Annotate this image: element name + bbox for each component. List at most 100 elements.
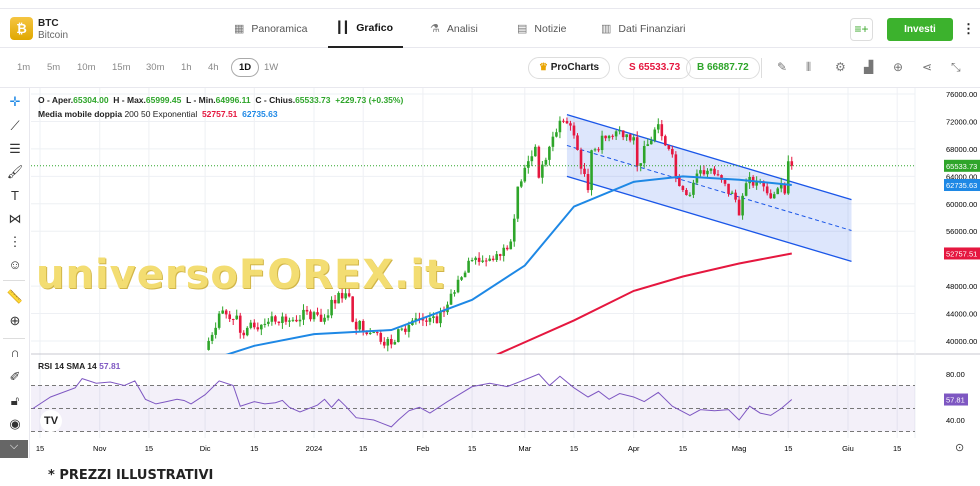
candle-body — [730, 192, 734, 194]
candle-body — [207, 340, 210, 350]
eye-icon[interactable]: ◉ — [9, 416, 21, 431]
candle-body — [611, 135, 614, 137]
draw-pencil-icon[interactable]: ✎ — [777, 60, 788, 74]
add-to-watchlist-button[interactable]: ≡+ — [850, 18, 873, 41]
buy-price-button[interactable]: B 66887.72 — [686, 57, 760, 79]
x-tick-label: Apr — [628, 444, 640, 453]
unlock-icon[interactable]: 🔓︎ — [10, 393, 20, 408]
candle-body — [319, 314, 323, 322]
candle-body — [576, 135, 579, 150]
timeframe-4h[interactable]: 4h — [208, 62, 219, 73]
candle-body — [358, 320, 361, 330]
divider — [3, 280, 25, 281]
ema200-price-label: 52757.51 — [946, 249, 977, 258]
horizontal-lines-icon[interactable]: ☰ — [9, 141, 21, 156]
zoom-in-icon[interactable]: ⊕ — [9, 313, 21, 328]
more-menu-icon[interactable]: ⋮ — [962, 21, 975, 36]
timeframe-10m[interactable]: 10m — [77, 62, 96, 73]
procharts-button[interactable]: ♛ ProCharts — [528, 57, 611, 79]
candle-body — [397, 329, 400, 343]
timeframe-1W[interactable]: 1W — [264, 62, 279, 73]
candle-body — [252, 322, 256, 328]
candle-body — [523, 167, 527, 182]
crosshair-icon[interactable]: ✛ — [9, 94, 21, 109]
invest-button[interactable]: Investi — [887, 18, 953, 41]
lock-drawing-icon[interactable]: ✐ — [9, 369, 21, 384]
expand-down-icon[interactable]: ⌵ — [0, 440, 28, 458]
ma50-value: 62735.63 — [242, 109, 278, 119]
tab-grafico[interactable]: ┃┃ Grafico — [328, 9, 403, 48]
candle-body — [344, 293, 347, 299]
candle-body — [375, 332, 379, 334]
candle-body — [421, 319, 425, 321]
candle-body — [527, 161, 530, 168]
candle-body — [519, 181, 523, 187]
candle-body — [667, 145, 671, 149]
change-value: +229.73 (+0.35%) — [335, 95, 404, 105]
add-circle-icon[interactable]: ⊕ — [893, 60, 904, 74]
candle-body — [235, 315, 239, 320]
tab-notizie[interactable]: ▤ Notizie — [509, 9, 575, 48]
projection-icon[interactable]: ⋮ — [8, 234, 22, 249]
timeframe-1m[interactable]: 1m — [17, 62, 31, 73]
rsi-value: 57.81 — [99, 361, 121, 371]
price-tick-label: 64000.00 — [946, 172, 977, 181]
collapse-icon[interactable]: ⤡ — [951, 60, 961, 74]
trend-line-icon[interactable]: ⟋ — [10, 118, 20, 133]
drawing-tools-sidebar: ✛ ⟋ ☰ 🖌 T ⋈ ⋮ ☺ 📏 ⊕ ∩ ✐ 🔓︎ ◉ ⌵ — [0, 88, 30, 458]
indicators-icon[interactable]: ⫴ — [806, 60, 812, 74]
candle-body — [238, 315, 242, 333]
candle-body — [453, 292, 456, 294]
share-icon[interactable]: ⋖ — [922, 60, 933, 74]
tab-panoramica[interactable]: ▦ Panoramica — [226, 9, 315, 48]
timeframe-30m[interactable]: 30m — [146, 62, 165, 73]
candle-body — [288, 320, 291, 322]
candle-body — [604, 135, 607, 139]
candle-body — [347, 293, 351, 297]
candle-body — [365, 332, 369, 335]
candle-body — [214, 327, 217, 335]
tab-label: Dati Finanziari — [618, 22, 686, 35]
chart-type-icon[interactable]: ▟ — [864, 60, 874, 74]
pattern-icon[interactable]: ⋈ — [8, 211, 22, 226]
tab-analisi[interactable]: ⚗ Analisi — [422, 9, 486, 48]
flask-icon: ⚗ — [430, 23, 440, 35]
ma-params: 200 50 Exponential — [124, 109, 198, 119]
sell-price-button[interactable]: S 65533.73 — [618, 57, 692, 79]
settings-gear-icon[interactable]: ⚙ — [835, 60, 846, 74]
emoji-icon[interactable]: ☺ — [8, 257, 22, 272]
x-tick-label: 15 — [679, 444, 687, 453]
x-tick-label: Mar — [518, 444, 531, 453]
timeframe-1h[interactable]: 1h — [181, 62, 192, 73]
candle-body — [368, 332, 372, 335]
rsi-value-bg — [944, 393, 968, 406]
candle-body — [400, 328, 404, 330]
candle-body — [407, 325, 411, 332]
timeframe-15m[interactable]: 15m — [112, 62, 131, 73]
candle-body — [653, 129, 657, 141]
candles-icon: ┃┃ — [336, 22, 350, 34]
bitcoin-logo-icon: ₿ — [10, 17, 33, 40]
candle-body — [586, 174, 590, 191]
x-tick-label: Feb — [416, 444, 429, 453]
text-icon[interactable]: T — [11, 188, 19, 203]
timeframe-1D[interactable]: 1D — [231, 58, 260, 77]
candle-body — [614, 131, 618, 137]
candle-body — [593, 149, 597, 151]
price-chart[interactable]: 15 Nov 15 Dic 15 2024 15 Feb 15 Mar 15 Apr 15 Mag 15 Gi… — [0, 0, 980, 460]
brush-icon[interactable]: 🖌 — [6, 164, 24, 179]
chart-settings-icon[interactable]: ⊙ — [955, 442, 965, 454]
open-value: 65304.00 — [73, 95, 109, 105]
ruler-icon[interactable]: 📏 — [6, 289, 24, 304]
candle-body — [678, 176, 681, 187]
candle-body — [720, 175, 723, 180]
candle-body — [674, 154, 678, 177]
magnet-icon[interactable]: ∩ — [10, 345, 20, 360]
candle-body — [393, 342, 397, 345]
timeframe-5m[interactable]: 5m — [47, 62, 61, 73]
candle-body — [267, 321, 270, 324]
watermark-logo: universoFOREX.it — [36, 252, 446, 298]
x-tick-label: Mag — [732, 444, 747, 453]
candle-body — [491, 258, 495, 260]
tab-dati-finanziari[interactable]: ▥ Dati Finanziari — [593, 9, 694, 48]
